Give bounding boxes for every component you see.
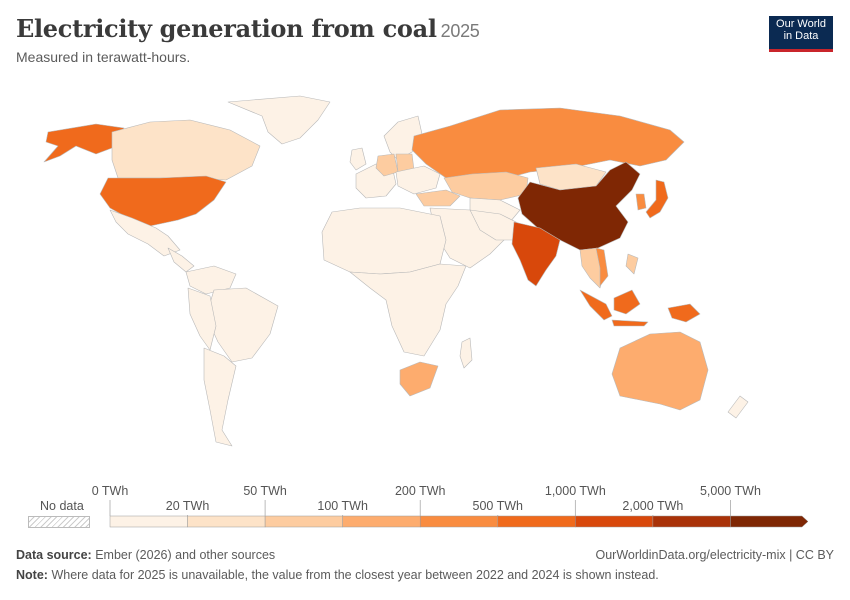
legend-bin-6[interactable] xyxy=(575,515,654,528)
region-eastern-europe[interactable] xyxy=(395,165,441,195)
region-china[interactable] xyxy=(517,161,641,251)
region-alaska[interactable] xyxy=(43,123,125,163)
region-brazil[interactable] xyxy=(205,287,279,363)
legend-bin-5[interactable] xyxy=(497,515,576,528)
legend-tick-label-4: 200 TWh xyxy=(394,484,446,498)
region-usa[interactable] xyxy=(99,175,227,227)
source-url[interactable]: OurWorldinData.org/electricity-mix | CC … xyxy=(595,548,835,562)
legend-bin-8[interactable] xyxy=(730,515,809,528)
logo-line-1: Our World xyxy=(776,18,826,30)
region-australia[interactable] xyxy=(611,331,709,411)
legend-tick-label-8: 5,000 TWh xyxy=(699,484,761,498)
legend-bar xyxy=(109,500,809,528)
legend-tick-label-0: 0 TWh xyxy=(91,484,129,498)
region-central-africa[interactable] xyxy=(349,263,467,357)
owid-logo[interactable]: Our World in Data xyxy=(769,16,833,52)
legend-tick-label-1: 20 TWh xyxy=(165,499,210,513)
legend-tick-label-2: 50 TWh xyxy=(243,484,287,498)
footer: Data source: Ember (2026) and other sour… xyxy=(16,548,834,588)
note: Note: Where data for 2025 is unavailable… xyxy=(16,568,659,582)
source-text[interactable]: Ember (2026) and other sources xyxy=(95,548,276,562)
logo-line-2: in Data xyxy=(783,30,819,42)
region-korea[interactable] xyxy=(635,193,647,211)
legend-no-data-swatch[interactable] xyxy=(28,516,90,528)
region-greenland[interactable] xyxy=(227,95,331,145)
header: Electricity generation from coal 2025 Mea… xyxy=(16,14,736,65)
legend-bin-0[interactable] xyxy=(109,515,188,528)
world-map xyxy=(43,95,749,447)
region-north-africa[interactable] xyxy=(321,207,447,275)
chart-subtitle: Measured in terawatt-hours. xyxy=(16,49,191,65)
region-new-zealand[interactable] xyxy=(727,395,749,419)
region-central-america[interactable] xyxy=(167,247,195,273)
region-indonesia[interactable] xyxy=(579,289,649,327)
legend: No data 0 TWh 20 TWh 50 TWh 100 TWh 200 TWh 5… xyxy=(0,480,850,540)
legend-bin-4[interactable] xyxy=(419,515,499,528)
chart-title: Electricity generation from coal 2025 xyxy=(16,14,736,43)
region-japan[interactable] xyxy=(645,179,669,219)
legend-no-data-label: No data xyxy=(40,499,84,513)
title-year: 2025 xyxy=(440,21,480,41)
legend-bin-3[interactable] xyxy=(342,515,421,528)
title-text: Electricity generation from coal xyxy=(16,14,437,43)
region-uk[interactable] xyxy=(349,147,367,171)
legend-tick-label-6: 1,000 TWh xyxy=(544,484,606,498)
legend-tick-label-5: 500 TWh xyxy=(472,499,524,513)
region-turkey[interactable] xyxy=(415,189,461,207)
region-india[interactable] xyxy=(511,221,561,287)
source-label: Data source: Ember (2026) and other sour… xyxy=(16,548,276,562)
region-papua[interactable] xyxy=(667,303,701,323)
region-south-africa[interactable] xyxy=(399,361,439,397)
legend-bin-1[interactable] xyxy=(187,515,266,528)
legend-bin-2[interactable] xyxy=(264,515,343,528)
region-vietnam[interactable] xyxy=(595,247,609,287)
region-colombia-venezuela[interactable] xyxy=(185,265,237,295)
region-madagascar[interactable] xyxy=(459,337,473,369)
region-andes[interactable] xyxy=(187,287,217,351)
region-canada[interactable] xyxy=(111,119,261,181)
legend-tick-label-7: 2,000 TWh xyxy=(622,499,684,513)
region-philippines[interactable] xyxy=(625,253,639,275)
region-southern-cone[interactable] xyxy=(203,347,237,447)
note-text: Where data for 2025 is unavailable, the … xyxy=(51,568,659,582)
legend-bin-7[interactable] xyxy=(652,515,731,528)
region-germany[interactable] xyxy=(375,153,399,177)
legend-tick-label-3: 100 TWh xyxy=(317,499,368,513)
